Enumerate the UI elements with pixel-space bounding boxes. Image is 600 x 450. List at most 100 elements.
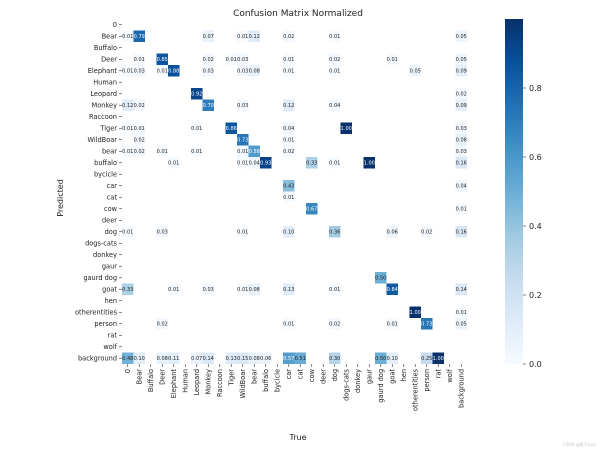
heatmap-cell [283, 122, 295, 134]
heatmap-cell [133, 99, 145, 111]
heatmap-cell-value: 0.01 [122, 69, 133, 75]
heatmap-cell-value: 0.01 [283, 57, 294, 63]
x-tick-label: cat [297, 369, 305, 380]
heatmap-cell-value: 0.13 [226, 356, 237, 362]
heatmap-cell-value: 0.01 [237, 161, 248, 167]
heatmap-cell [421, 318, 433, 330]
heatmap-cell [283, 283, 295, 295]
heatmap-cell-value: 0.08 [249, 287, 260, 293]
y-tick-label: person [94, 320, 117, 328]
heatmap-cell [283, 191, 295, 203]
heatmap-cell-value: 0.02 [329, 57, 340, 63]
heatmap-cell [455, 65, 467, 77]
heatmap-cell [432, 352, 444, 364]
heatmap-cell-value: 0.13 [283, 287, 294, 293]
heatmap-cell-value: 0.11 [168, 356, 179, 362]
heatmap-cell-value: 0.03 [456, 126, 467, 132]
heatmap-cell [455, 88, 467, 100]
x-tick-label: deer [320, 369, 328, 384]
heatmap-cell [455, 157, 467, 169]
colorbar-tick-label: 0.6 [529, 153, 542, 162]
y-tick-label: Human [93, 79, 117, 87]
heatmap: 0.01 0.79 0.07 0.01 0.12 0.02 0.01 0.050.01 0.85… [122, 30, 467, 364]
heatmap-cell [386, 283, 398, 295]
heatmap-cell-value: 0.05 [456, 322, 467, 328]
heatmap-cell [202, 352, 214, 364]
heatmap-cell-value: 0.01 [134, 57, 145, 63]
heatmap-cell-value: 1.00 [410, 310, 421, 316]
heatmap-cell [329, 99, 341, 111]
heatmap-cell-value: 0.73 [237, 138, 248, 144]
x-tick-label: Monkey [205, 369, 213, 395]
heatmap-cell [122, 226, 134, 238]
heatmap-cell [156, 318, 168, 330]
heatmap-cell [225, 352, 237, 364]
heatmap-cell-value: 0.01 [134, 126, 145, 132]
heatmap-cell-value: 0.08 [157, 356, 168, 362]
heatmap-cell [156, 65, 168, 77]
heatmap-cell-value: 0.04 [249, 161, 260, 167]
heatmap-cell-value: 0.01 [191, 126, 202, 132]
heatmap-cell-value: 0.01 [226, 57, 237, 63]
x-tick-label: Raccoon [216, 369, 224, 397]
heatmap-cell-value: 0.08 [456, 138, 467, 144]
heatmap-cell [248, 352, 260, 364]
heatmap-cell-value: 0.01 [122, 126, 133, 132]
heatmap-cell [168, 157, 180, 169]
heatmap-cell [122, 352, 134, 364]
x-tick-label: wolf [446, 368, 454, 382]
y-tick-label: dogs-cats [85, 240, 117, 248]
heatmap-cell [237, 65, 249, 77]
heatmap-cell [191, 352, 203, 364]
heatmap-cell [455, 306, 467, 318]
heatmap-cell [306, 157, 318, 169]
heatmap-cell [329, 30, 341, 42]
heatmap-cell-value: 0.01 [237, 287, 248, 293]
heatmap-cell [191, 122, 203, 134]
colorbar-tick-label: 0.2 [529, 291, 542, 300]
heatmap-cell [133, 30, 145, 42]
y-tick-label: wolf [103, 343, 117, 351]
x-tick-label: Elephant [170, 369, 178, 399]
x-tick-label: person [423, 369, 431, 392]
heatmap-cell [237, 145, 249, 157]
heatmap-cell-value: 0.43 [283, 184, 294, 190]
x-tick-label: hen [400, 369, 408, 381]
y-tick-label: cat [107, 194, 118, 202]
heatmap-cell [340, 122, 352, 134]
heatmap-cell [237, 53, 249, 65]
heatmap-cell [294, 352, 306, 364]
heatmap-cell-value: 0.03 [237, 69, 248, 75]
x-tick-label: Deer [159, 369, 167, 385]
heatmap-cell-value: 0.12 [283, 103, 294, 109]
heatmap-cell [329, 283, 341, 295]
colorbar: 0.0 0.2 0.4 0.6 0.8 [505, 19, 542, 369]
heatmap-cell [329, 318, 341, 330]
y-tick-label: bear [102, 148, 117, 156]
x-tick-label: 0 [124, 369, 132, 373]
heatmap-cell-value: 0.04 [329, 103, 340, 109]
heatmap-cell-value: 0.06 [387, 230, 398, 236]
heatmap-cell [306, 203, 318, 215]
heatmap-cell [237, 30, 249, 42]
colorbar-tick-label: 0.4 [529, 222, 542, 231]
heatmap-cell [248, 145, 260, 157]
heatmap-cell-value: 0.92 [191, 92, 202, 98]
heatmap-cell-value: 0.10 [387, 356, 398, 362]
heatmap-cell [260, 352, 272, 364]
heatmap-cell-value: 0.01 [168, 287, 179, 293]
heatmap-cell [237, 99, 249, 111]
y-tick-label: hen [105, 297, 117, 305]
heatmap-cell [283, 226, 295, 238]
y-tick-label: Raccoon [89, 113, 117, 121]
heatmap-cell-value: 0.10 [134, 356, 145, 362]
heatmap-cell-value: 0.67 [306, 207, 317, 213]
heatmap-cell [421, 352, 433, 364]
x-tick-label: Bear [136, 369, 144, 385]
heatmap-cell-value: 0.02 [421, 230, 432, 236]
heatmap-cell [122, 122, 134, 134]
watermark: CSDN @橙子yolo [562, 442, 596, 447]
heatmap-cell-value: 0.73 [421, 322, 432, 328]
heatmap-cell-value: 0.01 [168, 161, 179, 167]
